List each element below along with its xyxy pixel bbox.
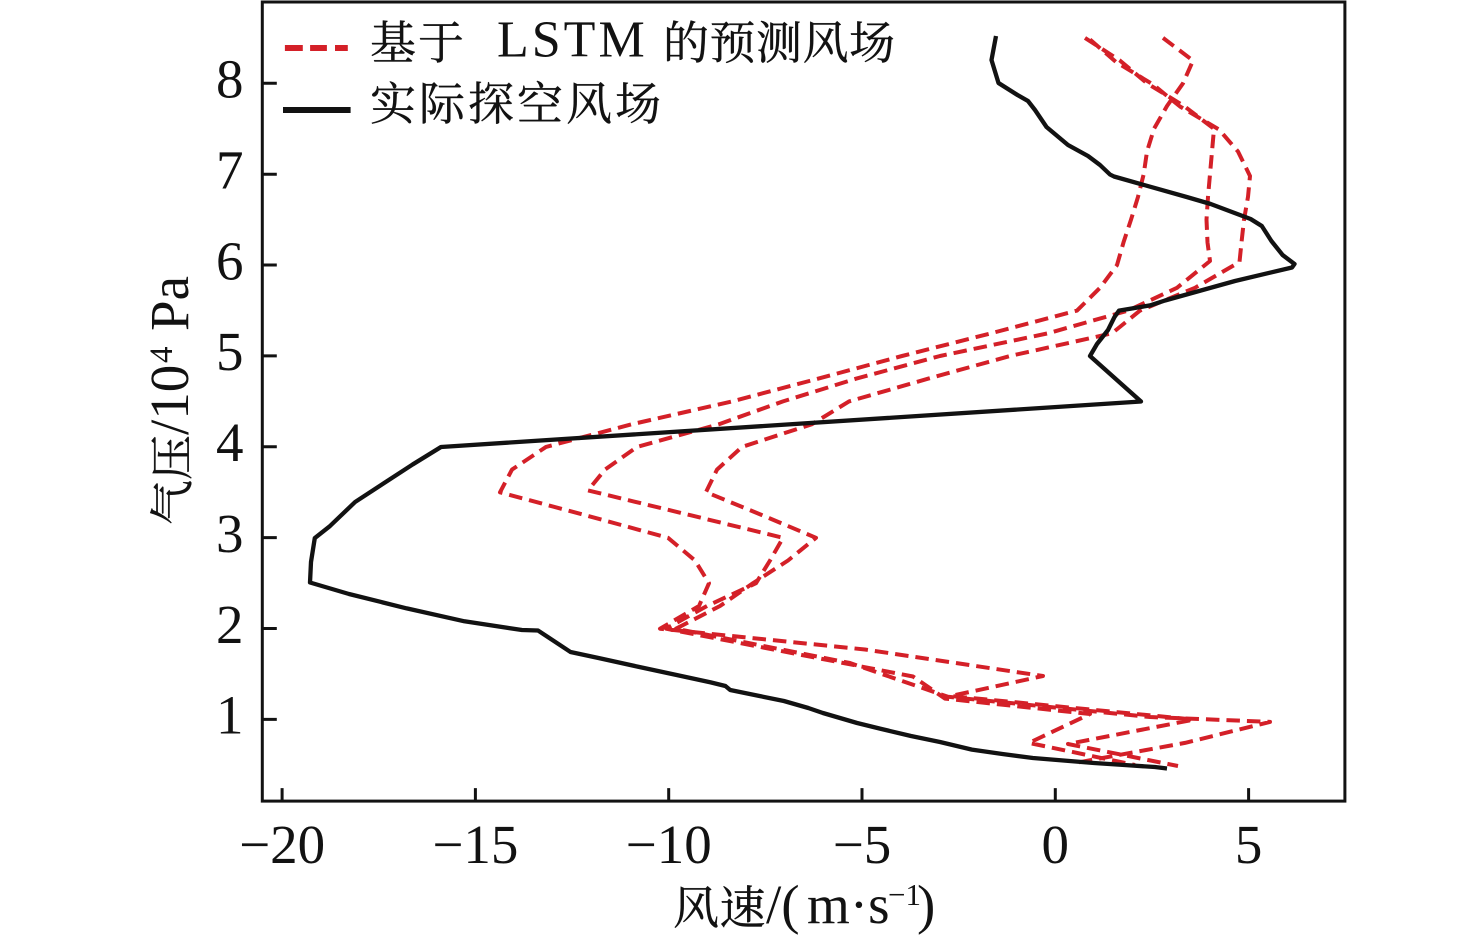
svg-text:1: 1 bbox=[216, 685, 244, 746]
svg-text:−1: −1 bbox=[888, 877, 921, 912]
svg-text:2: 2 bbox=[216, 594, 244, 655]
svg-text:5: 5 bbox=[216, 321, 244, 382]
svg-text:−15: −15 bbox=[432, 814, 518, 875]
svg-text:3: 3 bbox=[216, 503, 244, 564]
svg-text:−20: −20 bbox=[239, 814, 325, 875]
svg-text:−10: −10 bbox=[626, 814, 712, 875]
svg-text:4: 4 bbox=[144, 347, 180, 364]
svg-text:/(: /( bbox=[766, 874, 800, 935]
svg-text:6: 6 bbox=[216, 230, 244, 291]
svg-text:m·s: m·s bbox=[807, 874, 890, 935]
svg-text:−5: −5 bbox=[833, 814, 892, 875]
svg-text:7: 7 bbox=[216, 140, 244, 201]
svg-text:/10: /10 bbox=[139, 365, 200, 435]
svg-text:8: 8 bbox=[216, 49, 244, 110]
svg-text:4: 4 bbox=[216, 412, 244, 473]
svg-text:0: 0 bbox=[1042, 814, 1070, 875]
svg-text:LSTM: LSTM bbox=[497, 12, 648, 69]
svg-text:Pa: Pa bbox=[139, 276, 200, 331]
svg-text:5: 5 bbox=[1235, 814, 1263, 875]
svg-text:): ) bbox=[917, 874, 935, 935]
